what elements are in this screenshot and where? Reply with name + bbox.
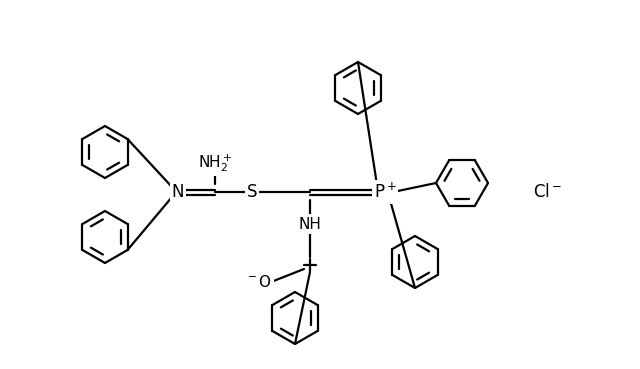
Text: P$^+$: P$^+$ — [374, 182, 397, 201]
Text: Cl$^-$: Cl$^-$ — [533, 183, 563, 201]
Text: N: N — [172, 183, 184, 201]
Text: S: S — [247, 183, 257, 201]
Text: $^-$O: $^-$O — [244, 274, 271, 290]
Text: NH$_2^+$: NH$_2^+$ — [198, 152, 232, 174]
Text: NH: NH — [299, 217, 321, 231]
